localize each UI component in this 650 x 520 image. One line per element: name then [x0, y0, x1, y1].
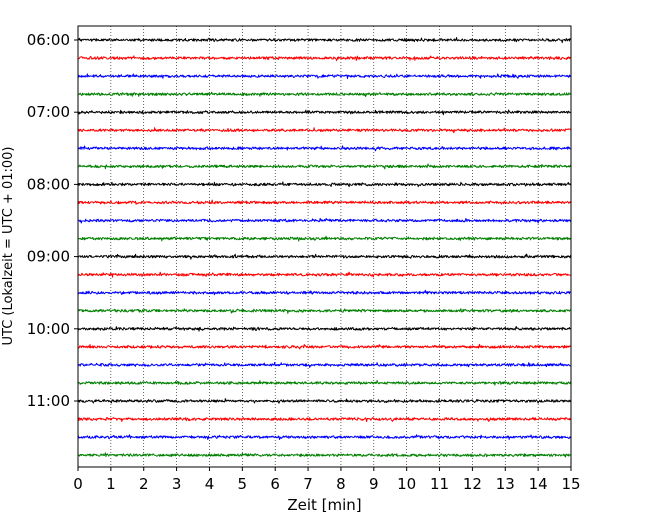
x-tick-label: 4 — [205, 475, 215, 493]
trace-line — [77, 379, 572, 386]
y-axis-ticks: 06:00 07:00 08:00 09:00 10:00 11:00 — [27, 31, 78, 410]
y-tick-label: 10:00 — [27, 320, 70, 338]
x-tick-label: 9 — [369, 475, 379, 493]
y-tick-label: 11:00 — [27, 392, 70, 410]
x-tick-label: 10 — [397, 475, 416, 493]
x-tick-label: 6 — [270, 475, 280, 493]
y-tick-label: 06:00 — [27, 31, 70, 49]
trace-line — [77, 361, 572, 368]
trace-line — [77, 417, 572, 423]
trace-line — [77, 253, 572, 260]
y-axis-label: UTC (Lokalzeit = UTC + 01:00) — [1, 147, 16, 346]
trace-line — [77, 325, 572, 332]
trace-line — [77, 271, 572, 278]
trace-line — [77, 109, 572, 116]
x-axis-label: Zeit [min] — [287, 496, 361, 514]
y-tick-label: 08:00 — [27, 175, 70, 193]
trace-line — [77, 127, 572, 134]
trace-line — [77, 37, 572, 44]
x-tick-label: 1 — [106, 475, 116, 493]
trace-line — [77, 434, 572, 441]
x-tick-label: 11 — [430, 475, 449, 493]
trace-line — [77, 181, 572, 188]
trace-line — [77, 91, 572, 98]
y-tick-label: 09:00 — [27, 248, 70, 266]
trace-line — [77, 398, 572, 404]
x-tick-label: 2 — [139, 475, 149, 493]
x-tick-label: 8 — [336, 475, 346, 493]
trace-line — [77, 308, 572, 314]
x-tick-label: 14 — [529, 475, 548, 493]
trace-line — [77, 163, 572, 170]
trace-line — [77, 452, 572, 458]
y-tick-label: 07:00 — [27, 103, 70, 121]
x-axis-ticks: 0 1 2 3 4 5 6 7 8 9 10 11 12 13 14 15 — [73, 467, 581, 493]
x-tick-label: 0 — [73, 475, 83, 493]
x-tick-label: 5 — [238, 475, 248, 493]
x-tick-label: 13 — [496, 475, 515, 493]
x-tick-label: 12 — [463, 475, 482, 493]
trace-line — [77, 343, 572, 350]
trace-group — [77, 37, 572, 458]
trace-line — [77, 289, 572, 296]
x-tick-label: 7 — [303, 475, 313, 493]
trace-line — [77, 199, 572, 205]
trace-line — [77, 73, 572, 79]
trace-line — [77, 235, 572, 242]
trace-line — [77, 55, 572, 62]
trace-line — [77, 217, 572, 224]
plot-frame — [77, 25, 572, 468]
trace-line — [77, 145, 572, 152]
x-tick-label: 3 — [172, 475, 182, 493]
x-tick-label: 15 — [561, 475, 580, 493]
